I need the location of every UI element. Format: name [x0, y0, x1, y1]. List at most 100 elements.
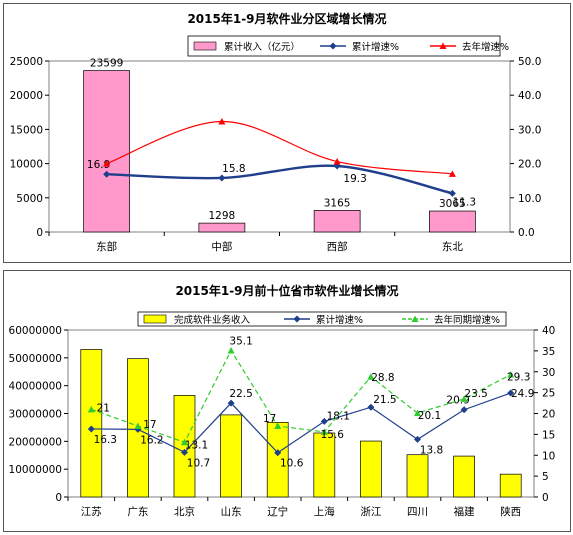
line-value-label: 18.1: [327, 410, 350, 422]
bar: [360, 440, 382, 498]
y-tick-label: 15000: [10, 124, 43, 136]
bar-value-label: 23599: [90, 58, 123, 70]
chart-title: 2015年1-9月前十位省市软件业增长情况: [175, 283, 398, 298]
line-value-label: 17: [263, 413, 276, 425]
line-value-label: 21.5: [373, 394, 396, 406]
x-tick-label: 北京: [174, 505, 195, 518]
series-line: [106, 120, 453, 175]
data-point: [227, 399, 235, 407]
data-point: [218, 118, 226, 125]
y-tick-label: 0: [36, 227, 43, 239]
series-line: [91, 349, 511, 444]
legend-label: 累计收入（亿元）: [224, 41, 300, 53]
legend-marker: [329, 42, 337, 50]
y2-tick-label: 20: [542, 409, 555, 421]
provincial-chart-panel: 2015年1-9月前十位省市软件业增长情况 0 10000000 20000000 30…: [3, 270, 571, 532]
legend-marker: [411, 315, 419, 322]
y-tick-label: 40000000: [9, 381, 62, 393]
data-point: [448, 170, 456, 177]
data-point: [507, 389, 515, 397]
x-tick-label: 江苏: [81, 505, 102, 518]
series-line: [106, 164, 453, 195]
data-point: [460, 406, 468, 414]
legend-box: [137, 311, 507, 327]
bar: [266, 422, 289, 498]
bar: [83, 70, 130, 233]
y-tick-label: 5000: [16, 193, 43, 205]
line-value-label: 24.9: [511, 388, 534, 400]
y2-tick-label: 35: [542, 346, 555, 358]
line-value-label: 15.6: [321, 429, 345, 441]
y2-tick-label: 25: [542, 388, 555, 400]
x-tick-label: 东部: [96, 240, 117, 253]
data-point: [274, 422, 282, 430]
y2-tick-label: 10.0: [518, 193, 541, 205]
line-value-label: 19.3: [343, 173, 366, 185]
data-point: [448, 189, 456, 197]
line-value-label: 20.1: [418, 410, 441, 422]
x-tick-label: 西部: [327, 240, 348, 253]
data-point: [103, 170, 111, 178]
bar: [499, 473, 522, 498]
x-tick-label: 福建: [454, 505, 475, 518]
legend-label: 去年同期增速%: [434, 314, 500, 326]
data-point: [333, 158, 341, 165]
data-point: [181, 438, 188, 446]
y-tick-label: 50000000: [9, 353, 62, 365]
data-point: [181, 448, 188, 456]
bar: [453, 455, 475, 498]
line-value-label: 15.8: [222, 163, 245, 175]
bar: [313, 432, 336, 498]
line-value-label: 22.5: [229, 388, 252, 400]
y2-tick-label: 0.0: [518, 227, 535, 239]
line-value-label: 10.6: [280, 458, 304, 470]
data-point: [507, 371, 515, 378]
y2-tick-label: 50.0: [518, 56, 541, 68]
bar: [173, 395, 196, 498]
data-point: [87, 405, 95, 413]
x-tick-label: 山东: [221, 505, 242, 518]
y2-tick-label: 40.0: [518, 90, 541, 102]
y2-tick-label: 15: [542, 429, 555, 441]
bar: [220, 414, 242, 498]
regional-chart: 2015年1-9月软件业分区域增长情况 0 5000 10000 15000 20000 2…: [10, 11, 542, 253]
bar: [313, 210, 361, 233]
legend-label: 去年增速%: [462, 41, 509, 53]
line-value-label: 16.2: [140, 434, 163, 446]
legend-marker: [293, 315, 301, 323]
y-tick-label: 30000000: [9, 409, 62, 421]
x-tick-label: 浙江: [360, 506, 381, 518]
line-value-label: 17: [143, 419, 156, 431]
y-tick-label: 10000: [10, 159, 43, 171]
y-tick-label: 0: [55, 492, 62, 504]
x-tick-label: 辽宁: [267, 505, 288, 518]
line-value-label: 16.3: [94, 434, 117, 446]
legend-swatch: [193, 41, 217, 51]
x-tick-label: 上海: [314, 505, 335, 518]
data-point: [218, 174, 226, 182]
regional-chart-panel: 2015年1-9月软件业分区域增长情况 0 5000 10000 15000 20000 2…: [3, 3, 571, 263]
y-tick-label: 20000000: [9, 436, 62, 448]
x-tick-label: 四川: [407, 506, 428, 518]
line-value-label: 13.8: [420, 444, 443, 456]
y2-tick-label: 10: [542, 450, 555, 462]
line-value-label: 35.1: [229, 335, 252, 347]
line-value-label: 16.9: [87, 159, 110, 171]
series-line: [91, 392, 511, 454]
data-point: [367, 403, 375, 411]
x-tick-label: 中部: [211, 240, 232, 253]
y2-tick-label: 0: [542, 492, 549, 504]
data-point: [460, 395, 468, 402]
y2-tick-label: 30: [542, 367, 555, 379]
data-point: [87, 425, 95, 433]
bar: [198, 222, 246, 233]
bar-value-label: 1298: [209, 210, 236, 222]
data-point: [134, 422, 142, 430]
legend-label: 累计增速%: [352, 41, 399, 53]
data-point: [367, 373, 375, 380]
bar: [80, 349, 103, 498]
legend: 累计收入（亿元） 累计增速% 去年增速%: [187, 35, 509, 57]
bar-value-label: 3165: [324, 197, 351, 209]
data-point: [320, 417, 328, 425]
data-point: [103, 160, 111, 167]
